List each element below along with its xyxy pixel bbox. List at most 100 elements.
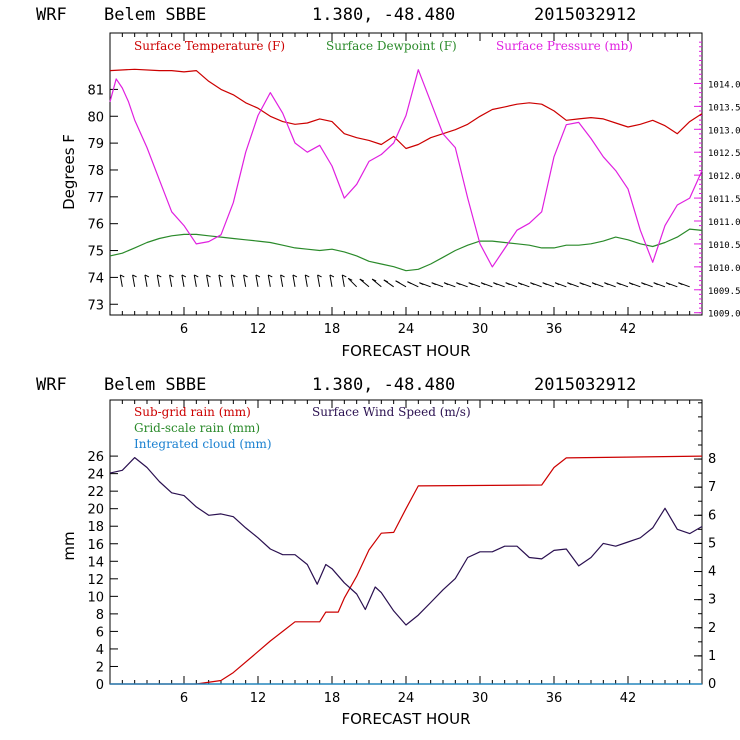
- wind-barb: [341, 274, 345, 287]
- x-tick-label: 30: [472, 322, 489, 337]
- wind-barb-flag: [395, 280, 400, 284]
- y2-tick-label: 1010.5: [708, 241, 740, 251]
- wind-barb-flag: [480, 282, 486, 286]
- y2-tick-label: 1013.5: [708, 103, 740, 113]
- panel1-run-label: 2015032912: [534, 5, 636, 25]
- series-line-surface-temperature-f: [109, 68, 703, 150]
- wind-barb-flag: [371, 278, 377, 282]
- y-tick-label: 12: [87, 573, 104, 588]
- panel2-xlabel: FORECAST HOUR: [341, 710, 470, 728]
- wind-barb-flag: [157, 274, 162, 278]
- y-tick-label: 73: [87, 298, 104, 313]
- panel2-header: WRF Belem SBBE 1.380, -48.480 2015032912: [36, 375, 636, 395]
- y-tick-label: 81: [87, 83, 104, 98]
- wind-barb-flag: [579, 282, 584, 286]
- wind-barb-flag: [206, 274, 211, 278]
- panel2-run-label: 2015032912: [534, 375, 636, 395]
- wind-barb: [169, 274, 173, 287]
- y-tick-label: 8: [96, 608, 104, 623]
- legend-entry: Integrated cloud (mm): [134, 437, 272, 451]
- y-tick-label: 0: [96, 678, 104, 693]
- panel1-coords-label: 1.380, -48.480: [312, 5, 455, 25]
- y-tick-label: 74: [87, 271, 104, 286]
- wind-barb-flag: [641, 282, 646, 286]
- panel2-model-label: WRF: [36, 375, 67, 395]
- wind-barb-flag: [517, 282, 523, 286]
- wind-barb-flag: [120, 274, 125, 278]
- wind-barb-flag: [628, 282, 634, 286]
- x-tick-label: 6: [180, 691, 188, 706]
- wind-barb-flag: [305, 274, 310, 278]
- x-tick-label: 36: [546, 691, 563, 706]
- wind-barb-flag: [383, 279, 389, 283]
- wind-barb-flag: [292, 274, 298, 278]
- x-tick-label: 24: [398, 322, 415, 337]
- y-tick-label: 79: [87, 137, 104, 152]
- panel1-header: WRF Belem SBBE 1.380, -48.480 2015032912: [36, 5, 636, 25]
- legend-entry: Surface Dewpoint (F): [326, 39, 457, 53]
- legend-entry: Sub-grid rain (mm): [134, 405, 251, 419]
- panel1-model-label: WRF: [36, 5, 67, 25]
- panel1-station-label: Belem SBBE: [104, 5, 206, 25]
- y2-tick-label: 0: [708, 677, 716, 692]
- wind-barb-flag: [616, 282, 621, 286]
- wind-barb-flag: [231, 274, 236, 278]
- wind-barb-flag: [468, 282, 473, 286]
- y2-tick-label: 6: [708, 508, 716, 523]
- panel2-plot: 6 12 18 24 30 36 42024681012141618202224260123…: [87, 399, 716, 706]
- y2-tick-label: 1014.0: [708, 80, 740, 90]
- wind-barb-flag: [317, 274, 322, 278]
- y2-tick-label: 8: [708, 452, 716, 467]
- x-tick-label: 30: [472, 691, 489, 706]
- y2-tick-label: 4: [708, 565, 716, 580]
- x-tick-label: 12: [250, 322, 267, 337]
- y-tick-label: 75: [87, 245, 104, 260]
- wind-barb: [181, 274, 185, 287]
- y-tick-label: 80: [87, 110, 104, 125]
- wind-barb-flag: [542, 282, 547, 286]
- wind-barb-flag: [493, 282, 498, 286]
- wind-barb-flag: [169, 274, 174, 278]
- wind-barb-flag: [144, 274, 150, 278]
- wind-barb: [144, 274, 148, 287]
- panel2-station-label: Belem SBBE: [104, 375, 206, 395]
- wind-barb-flag: [530, 282, 535, 286]
- legend-entry: Surface Wind Speed (m/s): [312, 405, 471, 419]
- wind-barb-flag: [678, 282, 683, 286]
- wind-barb-flag: [456, 282, 461, 286]
- wind-barb-flag: [604, 282, 609, 286]
- y2-tick-label: 7: [708, 480, 716, 495]
- legend-entry: Grid-scale rain (mm): [134, 421, 260, 435]
- legend-entry: Surface Temperature (F): [134, 39, 285, 53]
- x-tick-label: 24: [398, 691, 415, 706]
- series-line-surface-pressure-mb: [109, 69, 703, 268]
- panel1-plot: 6 12 18 24 30 36 42 73 74 75 76 77 78 79 80 81 1009.0 100…: [87, 32, 740, 337]
- series-line-surface-wind-speed-m-s: [109, 457, 703, 626]
- y2-tick-label: 1: [708, 649, 716, 664]
- wind-barb: [347, 277, 358, 288]
- panel1-ylabel: Degrees F: [60, 134, 78, 210]
- wind-barb-flag: [407, 281, 412, 285]
- series-line-sub-grid-rain-mm: [110, 455, 703, 685]
- y-tick-label: 14: [87, 555, 104, 570]
- wind-barb-flag: [419, 282, 424, 286]
- legend-entry: Surface Pressure (mb): [496, 39, 633, 53]
- wind-barb: [119, 274, 123, 287]
- y2-tick-label: 1009.5: [708, 287, 740, 297]
- wind-barb: [218, 274, 222, 287]
- wind-barb: [329, 274, 333, 287]
- x-tick-label: 12: [250, 691, 267, 706]
- wind-barb-flag: [347, 277, 353, 281]
- wind-barb: [280, 274, 284, 287]
- wind-barb: [317, 274, 321, 287]
- wind-barb: [304, 274, 308, 287]
- wind-barb: [206, 274, 210, 287]
- y2-tick-label: 5: [708, 536, 716, 551]
- y2-tick-label: 1009.0: [708, 310, 740, 320]
- wind-barb-flag: [431, 282, 436, 286]
- y-tick-label: 4: [96, 643, 104, 658]
- wind-barb: [132, 274, 136, 287]
- wind-barb: [292, 274, 296, 287]
- panel2-ylabel: mm: [60, 531, 78, 560]
